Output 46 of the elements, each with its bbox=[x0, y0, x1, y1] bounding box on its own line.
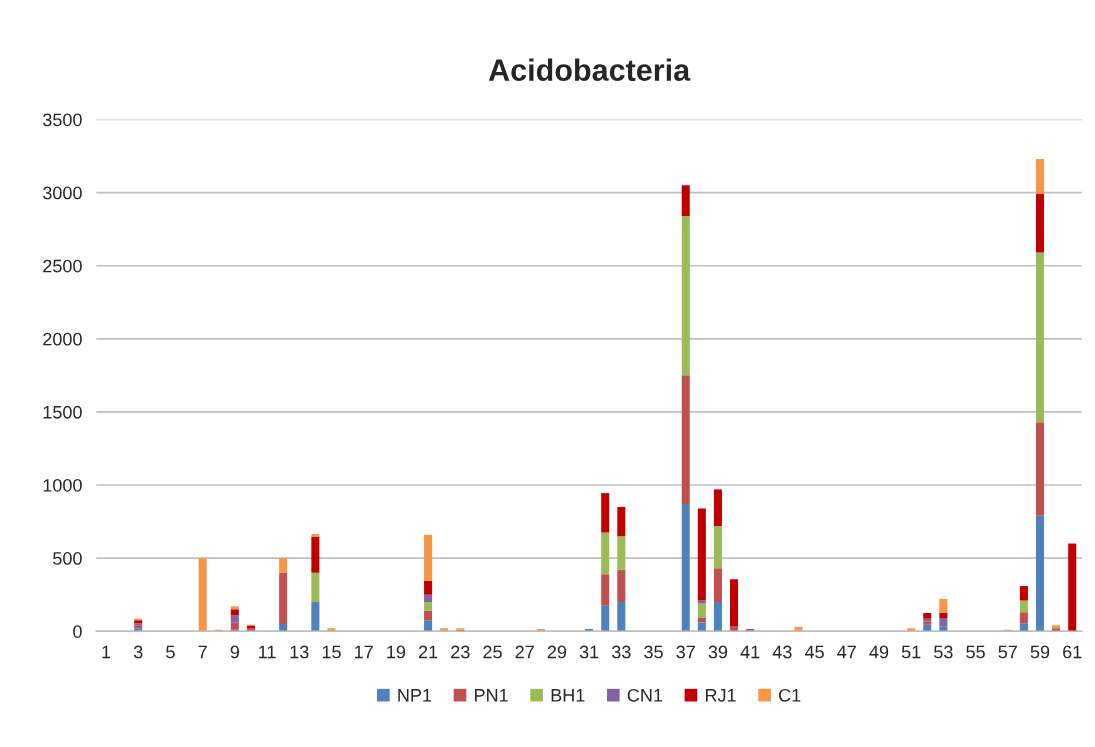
x-tick-label: 41 bbox=[740, 645, 760, 659]
x-tick-label: 7 bbox=[198, 645, 207, 659]
legend-label: RJ1 bbox=[705, 689, 736, 702]
x-tick-label: 57 bbox=[998, 645, 1017, 659]
x-tick-label: 61 bbox=[1063, 645, 1082, 659]
x-tick-label: 5 bbox=[166, 645, 175, 659]
legend-label: CN1 bbox=[627, 688, 663, 702]
x-tick-label: 51 bbox=[901, 645, 921, 659]
x-tick-label: 15 bbox=[322, 645, 341, 659]
y-tick-label: 3000 bbox=[43, 186, 82, 200]
x-tick-label: 47 bbox=[837, 645, 856, 659]
x-tick-label: 13 bbox=[290, 645, 309, 659]
x-tick-label: 39 bbox=[708, 645, 728, 659]
x-tick-label: 59 bbox=[1030, 645, 1050, 659]
x-tick-label: 1 bbox=[102, 645, 111, 659]
x-tick-label: 45 bbox=[804, 645, 824, 659]
x-tick-label: 3 bbox=[133, 645, 143, 659]
x-tick-label: 53 bbox=[934, 645, 953, 659]
y-tick-label: 0 bbox=[73, 625, 82, 638]
legend-label: BH1 bbox=[551, 689, 585, 702]
x-tick-label: 25 bbox=[483, 645, 502, 659]
x-tick-label: 37 bbox=[676, 645, 695, 659]
x-tick-label: 31 bbox=[579, 645, 599, 659]
x-tick-label: 21 bbox=[418, 645, 438, 659]
x-tick-label: 35 bbox=[644, 645, 663, 659]
x-tick-label: 19 bbox=[387, 645, 406, 659]
y-tick-label: 2500 bbox=[43, 259, 82, 273]
y-tick-label: 3500 bbox=[43, 113, 82, 127]
y-tick-label: 2000 bbox=[43, 332, 82, 346]
x-tick-label: 27 bbox=[515, 645, 534, 659]
y-tick-label: 1500 bbox=[43, 405, 82, 419]
x-tick-label: 43 bbox=[772, 645, 792, 659]
x-tick-label: 29 bbox=[547, 645, 567, 659]
x-tick-label: 55 bbox=[966, 645, 985, 659]
x-tick-label: 49 bbox=[869, 645, 889, 659]
y-tick-label: 1000 bbox=[43, 478, 82, 492]
y-tick-label: 500 bbox=[53, 552, 82, 565]
x-tick-label: 17 bbox=[355, 645, 373, 659]
x-tick-label: 9 bbox=[230, 645, 240, 659]
x-tick-label: 23 bbox=[451, 645, 470, 659]
legend-label: NP1 bbox=[398, 689, 432, 702]
x-tick-label: 11 bbox=[259, 645, 276, 659]
x-tick-label: 33 bbox=[611, 645, 631, 659]
legend-label: C1 bbox=[779, 688, 801, 702]
legend-label: PN1 bbox=[475, 689, 508, 702]
chart-title: Acidobacteria bbox=[488, 58, 691, 81]
